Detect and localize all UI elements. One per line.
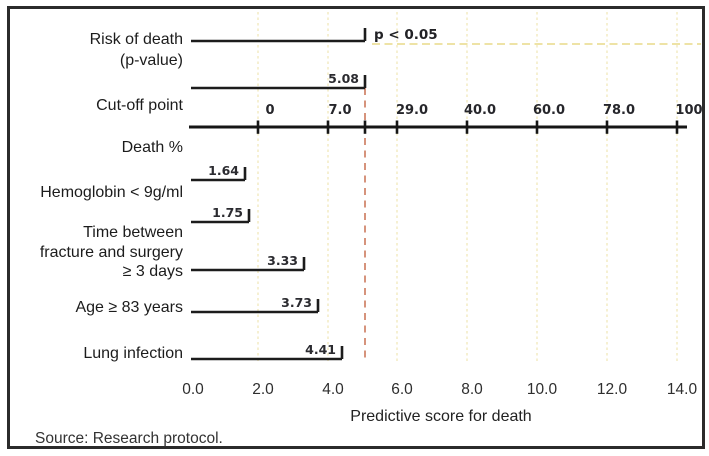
x-tick-label: 4.0 xyxy=(322,381,344,398)
x-tick-label: 14.0 xyxy=(667,381,698,398)
death-tick-label: 60.0 xyxy=(533,103,565,118)
row-label-lung: Lung infection xyxy=(83,345,183,362)
x-tick-label: 2.0 xyxy=(252,381,274,398)
bar-value-cutoff: 5.08 xyxy=(328,71,359,86)
bar-value-lung: 4.41 xyxy=(305,342,336,357)
source-note: Source: Research protocol. xyxy=(35,430,223,447)
death-tick-label: 40.0 xyxy=(464,103,496,118)
row-label-hemoglobin: Hemoglobin < 9g/ml xyxy=(40,184,183,201)
bar-value-hemoglobin: 1.64 xyxy=(208,163,239,178)
death-tick-label: 100 xyxy=(675,103,702,118)
x-tick-label: 6.0 xyxy=(391,381,413,398)
row-label-age: Age ≥ 83 years xyxy=(75,299,183,316)
row-label-p-value: (p-value) xyxy=(120,52,183,69)
death-tick-label: 7.0 xyxy=(328,103,351,118)
x-axis-title: Predictive score for death xyxy=(350,408,531,425)
row-label-death-percent: Death % xyxy=(122,139,183,156)
x-tick-label: 10.0 xyxy=(527,381,558,398)
x-tick-label: 8.0 xyxy=(461,381,483,398)
death-tick-label: 29.0 xyxy=(396,103,428,118)
death-tick-label: 78.0 xyxy=(603,103,635,118)
row-label-cutoff: Cut-off point xyxy=(96,97,183,114)
bar-value-time-upper: 1.75 xyxy=(212,205,243,220)
death-percent-axis-ticks xyxy=(256,120,679,134)
p-value-annotation: p < 0.05 xyxy=(374,27,438,43)
x-tick-label: 0.0 xyxy=(182,381,204,398)
row-label-risk-of-death: Risk of death xyxy=(90,31,183,48)
row-label-time-line3: ≥ 3 days xyxy=(123,263,183,280)
death-tick-label: 0 xyxy=(265,103,274,118)
x-tick-label: 12.0 xyxy=(597,381,628,398)
vertical-gridlines xyxy=(257,12,678,363)
figure-border xyxy=(7,6,705,449)
death-percent-axis-labels: 0 7.0 29.0 40.0 60.0 78.0 100 xyxy=(265,103,702,118)
x-axis-tick-labels: 0.0 2.0 4.0 6.0 8.0 10.0 12.0 14.0 xyxy=(182,381,697,398)
bar-value-age: 3.73 xyxy=(281,295,312,310)
row-label-time-line2: fracture and surgery xyxy=(40,244,183,261)
bar-value-time-lower: 3.33 xyxy=(267,253,298,268)
row-label-time-line1: Time between xyxy=(83,224,183,241)
